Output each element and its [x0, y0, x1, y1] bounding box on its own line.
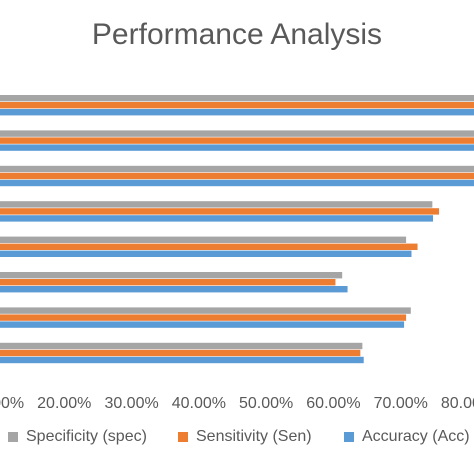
bar-specificity-2 [0, 130, 474, 137]
legend-label-accuracy: Accuracy (Acc) [362, 428, 470, 445]
bar-specificity-3 [0, 165, 474, 173]
legend-swatch-accuracy [344, 432, 354, 442]
legend-swatch-sensitivity [178, 432, 188, 442]
x-tick-label: 30.00% [104, 395, 158, 412]
legend-swatch-specificity [8, 432, 18, 442]
bar-chart: 10.00% 20.00% 30.00% 40.00% 50.00% 60.00% 70.0… [0, 95, 474, 412]
bar-sensitivity-5 [0, 243, 418, 250]
bar-sensitivity-8 [0, 349, 361, 357]
legend-item-accuracy: Accuracy (Acc) [344, 428, 470, 446]
bar-sensitivity-1 [0, 102, 474, 109]
bar-specificity-1 [0, 95, 474, 102]
x-tick-label: 10.00% [0, 395, 24, 412]
bar-accuracy-4 [0, 215, 434, 222]
bar-sensitivity-3 [0, 172, 474, 180]
legend-item-specificity: Specificity (spec) [8, 428, 147, 446]
legend: Specificity (spec) Sensitivity (Sen) Acc… [0, 428, 474, 458]
bar-accuracy-1 [0, 109, 474, 116]
bar-specificity-8 [0, 342, 363, 350]
bar-accuracy-8 [0, 356, 364, 364]
bar-sensitivity-4 [0, 208, 440, 215]
legend-item-sensitivity: Sensitivity (Sen) [178, 428, 312, 446]
bar-sensitivity-6 [0, 279, 336, 286]
legend-label-specificity: Specificity (spec) [26, 428, 147, 445]
bar-accuracy-3 [0, 179, 474, 187]
x-tick-label: 70.00% [374, 395, 428, 412]
x-tick-label: 80.00% [441, 395, 474, 412]
bar-accuracy-7 [0, 321, 405, 328]
bar-accuracy-2 [0, 144, 474, 151]
x-tick-label: 60.00% [306, 395, 360, 412]
x-tick-label: 40.00% [172, 395, 226, 412]
bars-group [0, 95, 474, 364]
bar-accuracy-5 [0, 250, 412, 257]
bar-specificity-5 [0, 236, 407, 243]
chart-title: Performance Analysis [91, 18, 383, 51]
legend-label-sensitivity: Sensitivity (Sen) [196, 428, 312, 445]
bar-specificity-7 [0, 307, 411, 314]
bar-sensitivity-7 [0, 314, 407, 321]
x-tick-label: 50.00% [239, 395, 293, 412]
bar-sensitivity-2 [0, 137, 474, 144]
bar-accuracy-6 [0, 286, 348, 293]
x-tick-label: 20.00% [37, 395, 91, 412]
bar-specificity-4 [0, 201, 433, 208]
x-tick-labels: 10.00% 20.00% 30.00% 40.00% 50.00% 60.00% 70.0… [0, 395, 474, 412]
bar-specificity-6 [0, 272, 343, 279]
